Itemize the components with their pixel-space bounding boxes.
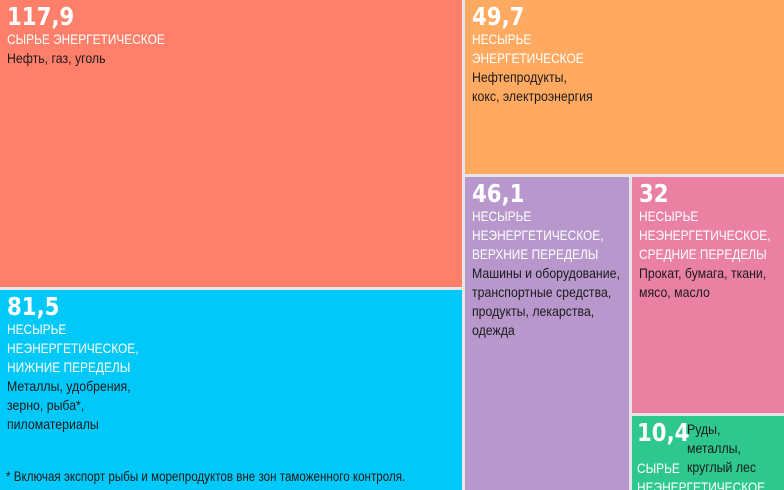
tile-nonraw-nonenergy-middle: 32 НЕСЫРЬЕ НЕЭНЕРГЕТИЧЕСКОЕ, СРЕДНИЕ ПЕР… <box>632 177 784 413</box>
tile-category: НЕСЫРЬЕ НЕЭНЕРГЕТИЧЕСКОЕ, СРЕДНИЕ ПЕРЕДЕ… <box>639 208 771 262</box>
tile-description: Нефтепродукты, кокс, электроэнергия <box>472 69 593 104</box>
footnote: * Включая экспорт рыбы и морепродуктов в… <box>6 469 406 484</box>
tile-category: СЫРЬЕ НЕЭНЕРГЕТИЧЕСКОЕ <box>637 460 766 490</box>
tile-description: Металлы, удобрения, зерно, рыба*, пилома… <box>7 378 131 432</box>
tile-description: Прокат, бумага, ткани, мясо, масло <box>639 265 767 300</box>
tile-nonraw-energy: 49,7 НЕСЫРЬЕ ЭНЕРГЕТИЧЕСКОЕ Нефтепродукт… <box>465 0 784 174</box>
tile-raw-nonenergy: 10,4 Руды, металлы, круглый лес СЫРЬЕ НЕ… <box>632 416 784 490</box>
tile-value: 32 <box>639 179 669 208</box>
tile-description: Руды, металлы, круглый лес <box>687 421 757 475</box>
tile-raw-energy: 117,9 СЫРЬЕ ЭНЕРГЕТИЧЕСКОЕ Нефть, газ, у… <box>0 0 462 287</box>
tile-category: НЕСЫРЬЕ НЕЭНЕРГЕТИЧЕСКОЕ, НИЖНИЕ ПЕРЕДЕЛ… <box>7 321 139 375</box>
tile-nonraw-nonenergy-lower: 81,5 НЕСЫРЬЕ НЕЭНЕРГЕТИЧЕСКОЕ, НИЖНИЕ ПЕ… <box>0 290 462 490</box>
tile-value: 49,7 <box>472 2 525 31</box>
tile-description: Нефть, газ, уголь <box>7 50 106 66</box>
tile-value: 46,1 <box>472 179 525 208</box>
tile-value: 117,9 <box>7 2 75 31</box>
tile-category: СЫРЬЕ ЭНЕРГЕТИЧЕСКОЕ <box>7 31 165 47</box>
tile-value: 81,5 <box>7 292 60 321</box>
tile-category: НЕСЫРЬЕ ЭНЕРГЕТИЧЕСКОЕ <box>472 31 584 66</box>
tile-nonraw-nonenergy-upper: 46,1 НЕСЫРЬЕ НЕЭНЕРГЕТИЧЕСКОЕ, ВЕРХНИЕ П… <box>465 177 629 490</box>
tile-description: Машины и оборудование, транспортные сред… <box>472 265 620 338</box>
tile-value: 10,4 <box>637 418 690 447</box>
tile-category: НЕСЫРЬЕ НЕЭНЕРГЕТИЧЕСКОЕ, ВЕРХНИЕ ПЕРЕДЕ… <box>472 208 604 262</box>
